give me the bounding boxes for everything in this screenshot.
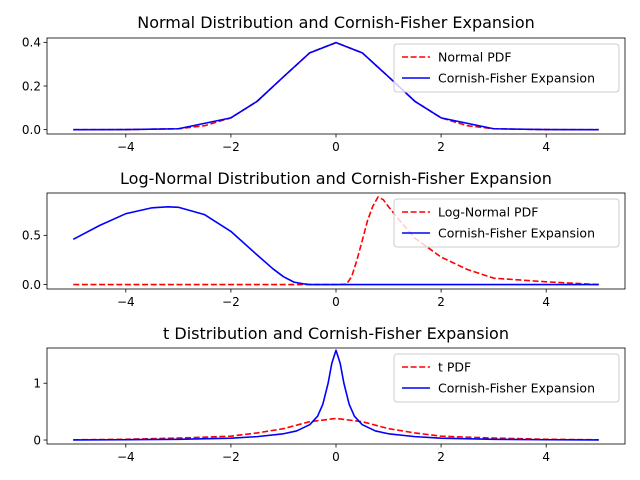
series-line-1: [73, 196, 599, 286]
x-tick-label: −2: [222, 450, 240, 464]
legend-label: t PDF: [438, 360, 471, 375]
chart-title: Log-Normal Distribution and Cornish-Fish…: [120, 169, 552, 188]
chart-title: Normal Distribution and Cornish-Fisher E…: [137, 13, 535, 32]
y-tick-label: 1: [33, 377, 41, 391]
legend-box: [393, 353, 620, 403]
series-line-2: [73, 41, 599, 131]
legend-label: Cornish-Fisher Expansion: [438, 226, 595, 241]
x-tick-label: −4: [117, 140, 135, 154]
y-tick-label: 0: [33, 433, 41, 447]
legend-label: Cornish-Fisher Expansion: [438, 381, 595, 396]
chart-panel-3: t Distribution and Cornish-Fisher Expans…: [33, 324, 626, 464]
legend-box: [393, 198, 620, 248]
x-tick-label: 2: [437, 140, 445, 154]
chart-title: t Distribution and Cornish-Fisher Expans…: [163, 324, 509, 343]
legend: t PDF Cornish-Fisher Expansion: [393, 353, 620, 403]
legend: Log-Normal PDF Cornish-Fisher Expansion: [393, 198, 620, 248]
x-tick-label: 2: [437, 450, 445, 464]
x-tick-label: −2: [222, 140, 240, 154]
series-line-1: [73, 417, 599, 441]
x-tick-label: 0: [332, 140, 340, 154]
y-tick-label: 0.2: [22, 79, 41, 93]
legend-label: Log-Normal PDF: [438, 205, 538, 220]
legend: Normal PDF Cornish-Fisher Expansion: [393, 43, 620, 93]
chart-panel-1: Normal Distribution and Cornish-Fisher E…: [22, 13, 626, 154]
x-tick-label: 4: [542, 295, 550, 309]
y-tick-label: 0.0: [22, 123, 41, 137]
chart-panel-2: Log-Normal Distribution and Cornish-Fish…: [22, 169, 626, 309]
legend-label: Cornish-Fisher Expansion: [438, 71, 595, 86]
y-tick-label: 0.5: [22, 229, 41, 243]
series-line-2: [72, 205, 599, 286]
legend-label: Normal PDF: [438, 50, 512, 65]
x-tick-label: 4: [542, 450, 550, 464]
x-tick-label: −4: [117, 450, 135, 464]
legend-box: [393, 43, 620, 93]
y-tick-label: 0.0: [22, 278, 41, 292]
series-line-2: [73, 349, 599, 441]
x-tick-label: 4: [542, 140, 550, 154]
x-tick-label: −2: [222, 295, 240, 309]
x-tick-label: 2: [437, 295, 445, 309]
x-tick-label: 0: [332, 450, 340, 464]
x-tick-label: 0: [332, 295, 340, 309]
x-tick-label: −4: [117, 295, 135, 309]
y-tick-label: 0.4: [22, 36, 41, 50]
